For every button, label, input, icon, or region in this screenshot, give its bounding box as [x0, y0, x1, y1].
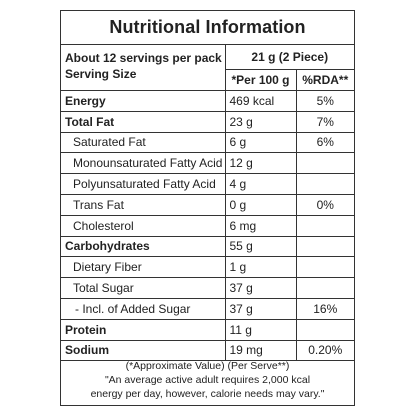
nutrient-value: 37 g: [224, 297, 297, 320]
table-row: Total Sugar 37 g: [61, 277, 354, 299]
nutrient-name: Cholesterol: [61, 214, 226, 237]
nutrient-rda: 16%: [295, 297, 354, 320]
nutrient-name: Saturated Fat: [61, 131, 226, 154]
nutrient-name: Monounsaturated Fatty Acid: [61, 152, 226, 175]
nutrient-name: Sodium: [61, 339, 226, 362]
nutrient-rda: 7%: [295, 110, 354, 133]
nutrient-name: Protein: [61, 318, 226, 341]
nutrient-value: 6 g: [224, 131, 297, 154]
servings-info: About 12 servings per pack Serving Size: [61, 45, 226, 91]
nutrient-value: 12 g: [224, 152, 297, 175]
nutrient-value: 6 mg: [224, 214, 297, 237]
nutrient-rda: [295, 214, 354, 237]
nutrient-rda: [295, 256, 354, 279]
table-row: Protein 11 g: [61, 318, 354, 341]
serving-size-label: Serving Size: [65, 67, 137, 81]
table-row: Saturated Fat 6 g 6%: [61, 131, 354, 154]
table-row: Sodium 19 mg 0.20%: [61, 339, 354, 362]
table-row: Trans Fat 0 g 0%: [61, 193, 354, 216]
nutrient-rda: [295, 318, 354, 341]
nutrient-rda: 5%: [295, 90, 354, 112]
nutrient-name: - Incl. of Added Sugar: [61, 297, 226, 320]
table-row: Carbohydrates 55 g: [61, 235, 354, 258]
nutrient-rda: [295, 235, 354, 258]
nutrient-rda: 0.20%: [295, 339, 354, 362]
rda-header: %RDA**: [295, 69, 354, 91]
servings-per-pack: About 12 servings per pack: [65, 51, 222, 65]
nutrient-value: 0 g: [224, 193, 297, 216]
nutrient-value: 4 g: [224, 173, 297, 195]
nutrient-value: 469 kcal: [224, 90, 297, 112]
footnote: (*Approximate Value) (Per Serve**) "An a…: [61, 359, 354, 401]
table-row: Dietary Fiber 1 g: [61, 256, 354, 279]
nutrient-name: Energy: [61, 90, 226, 112]
footnote-energy-line2: energy per day, however, calorie needs m…: [90, 388, 325, 400]
nutrient-rda: [295, 173, 354, 195]
nutrient-value: 1 g: [224, 256, 297, 279]
footnote-energy-line1: "An average active adult requires 2,000 …: [104, 374, 311, 386]
nutrient-name: Total Fat: [61, 110, 226, 133]
nutrient-value: 37 g: [224, 277, 297, 299]
table-row: Cholesterol 6 mg: [61, 214, 354, 237]
nutrient-value: 55 g: [224, 235, 297, 258]
table-row: Energy 469 kcal 5%: [61, 90, 354, 112]
nutrition-facts-panel: Nutritional Information About 12 serving…: [60, 10, 355, 406]
footnote-legend: (*Approximate Value) (Per Serve**): [125, 360, 290, 372]
subheader-row: *Per 100 g %RDA**: [61, 69, 354, 91]
nutrient-rda: 0%: [295, 193, 354, 216]
nutrient-name: Carbohydrates: [61, 235, 226, 258]
nutrient-rda: [295, 152, 354, 175]
table-row: - Incl. of Added Sugar 37 g 16%: [61, 297, 354, 320]
nutrient-value: 23 g: [224, 110, 297, 133]
nutrient-rda: 6%: [295, 131, 354, 154]
table-row: Monounsaturated Fatty Acid 12 g: [61, 152, 354, 175]
nutrition-table: About 12 servings per pack Serving Size …: [61, 45, 354, 362]
table-row: Polyunsaturated Fatty Acid 4 g: [61, 173, 354, 195]
per-100g-header: *Per 100 g: [225, 69, 297, 91]
nutrient-value: 11 g: [224, 318, 297, 341]
serve-size: 21 g (2 Piece): [224, 45, 354, 70]
nutrient-name: Dietary Fiber: [61, 256, 226, 279]
panel-title: Nutritional Information: [61, 11, 354, 45]
nutrient-name: Total Sugar: [61, 277, 226, 299]
nutrient-name: Polyunsaturated Fatty Acid: [61, 173, 226, 195]
header-row: About 12 servings per pack Serving Size …: [61, 45, 354, 91]
table-row: Total Fat 23 g 7%: [61, 110, 354, 133]
nutrient-name: Trans Fat: [61, 193, 226, 216]
nutrient-rda: [295, 277, 354, 299]
nutrient-value: 19 mg: [224, 339, 297, 362]
